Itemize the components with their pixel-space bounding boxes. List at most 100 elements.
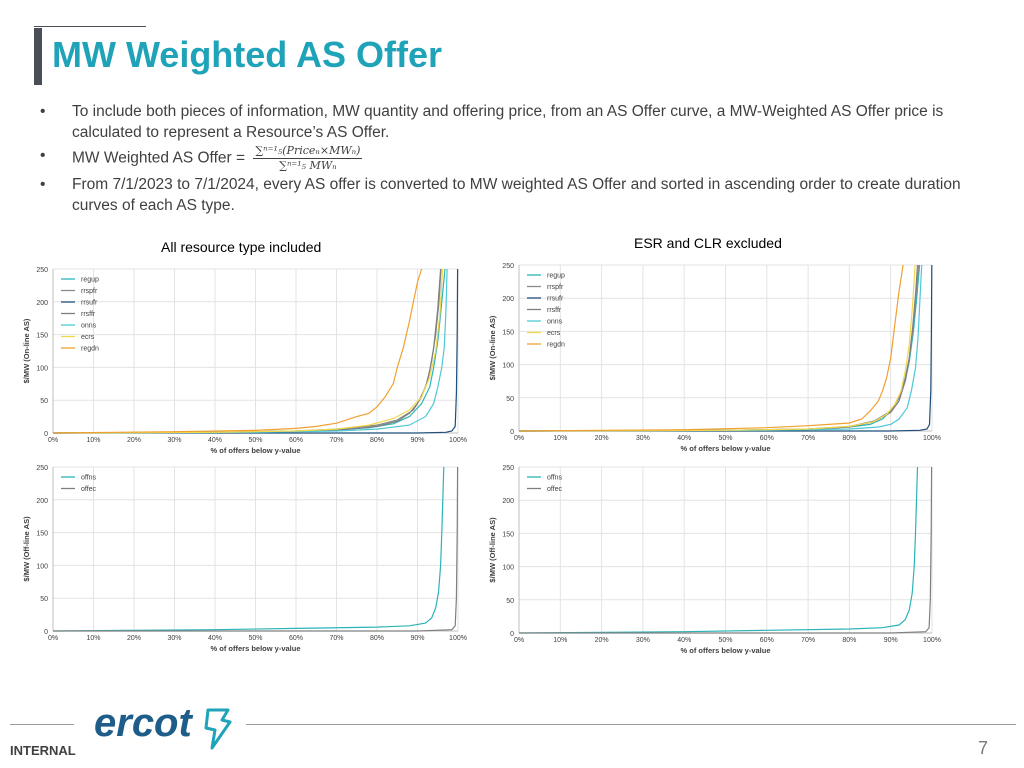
x-tick-label: 70%	[801, 637, 815, 644]
x-axis-label: % of offers below y-value	[680, 444, 770, 453]
y-tick-label: 200	[502, 498, 514, 505]
x-tick-label: 100%	[449, 635, 467, 642]
chart-svg: 0 50 100 150 200 250 0% 10% 20% 30% 40% 50% 60% 70% 80…	[488, 465, 941, 655]
x-tick-label: 10%	[553, 435, 567, 442]
x-tick-label: 60%	[760, 637, 774, 644]
y-tick-label: 100	[36, 563, 48, 570]
series-line-rrspfr	[52, 268, 442, 434]
caption-all-resources: All resource type included	[161, 239, 322, 255]
x-tick-label: 50%	[718, 435, 732, 442]
formula-numerator: ∑ⁿ⁼¹₅(Priceₙ×MWₙ)	[253, 144, 363, 159]
legend-label: onns	[81, 323, 97, 330]
y-tick-label: 150	[36, 333, 48, 340]
y-tick-label: 50	[506, 396, 514, 403]
series-line-offns	[518, 466, 919, 634]
y-axis-label: $/MW (On-line AS)	[488, 315, 497, 380]
bullet-item: • To include both pieces of information,…	[40, 101, 990, 143]
y-tick-label: 100	[502, 363, 514, 370]
x-tick-label: 100%	[923, 637, 941, 644]
bullet-list: • To include both pieces of information,…	[40, 101, 990, 218]
series-line-offec	[519, 466, 933, 634]
y-tick-label: 200	[36, 300, 48, 307]
footer-rule-right	[246, 724, 1016, 725]
logo-bolt-icon	[204, 708, 232, 750]
series-line-regup	[518, 264, 921, 432]
y-axis-label: $/MW (Off-line AS)	[488, 517, 497, 583]
x-tick-label: 90%	[410, 635, 424, 642]
series-line-ecrs	[518, 264, 916, 432]
bullet-marker: •	[40, 176, 46, 193]
series-line-rrsffr	[518, 264, 919, 432]
series-line-regdn	[52, 268, 423, 434]
series-line-offns	[52, 466, 445, 632]
x-tick-label: 10%	[553, 637, 567, 644]
footer-rule-left	[10, 724, 74, 725]
y-axis-label: $/MW (On-line AS)	[22, 318, 31, 383]
x-tick-label: 80%	[842, 435, 856, 442]
slide-title: MW Weighted AS Offer	[52, 34, 442, 75]
x-tick-label: 90%	[884, 637, 898, 644]
y-axis-label: $/MW (Off-line AS)	[22, 516, 31, 582]
y-tick-label: 200	[502, 296, 514, 303]
x-tick-label: 0%	[514, 435, 524, 442]
weighted-offer-formula: ∑ⁿ⁼¹₅(Priceₙ×MWₙ) ∑ⁿ⁼¹₅ MWₙ	[253, 144, 363, 172]
chart-online-all: 0 50 100 150 200 250 0% 10% 20% 30% 40% 50% 60% 70% 80…	[18, 262, 472, 460]
x-tick-label: 60%	[760, 435, 774, 442]
x-tick-label: 20%	[127, 635, 141, 642]
legend-label: rrsufr	[547, 296, 564, 303]
legend-label: rrspfr	[81, 288, 98, 295]
series-line-rrsffr	[52, 268, 442, 434]
legend-label: regup	[81, 277, 99, 284]
x-axis-label: % of offers below y-value	[210, 446, 300, 455]
bullet-marker: •	[40, 147, 46, 164]
chart-offline-excluded: 0 50 100 150 200 250 0% 10% 20% 30% 40% 50% 60% 70% 80…	[484, 460, 946, 660]
title-accent-bar	[34, 28, 42, 85]
series-line-rrsufr	[519, 264, 933, 432]
legend-label: rrsffr	[547, 307, 562, 314]
series-line-regup	[52, 268, 446, 434]
legend-label: offns	[547, 475, 563, 482]
legend-label: offns	[81, 475, 97, 482]
bullet-text: MW Weighted AS Offer =	[72, 149, 246, 167]
y-tick-label: 100	[502, 565, 514, 572]
y-tick-label: 0	[44, 629, 48, 636]
bullet-text: To include both pieces of information, M…	[72, 103, 944, 141]
x-tick-label: 50%	[248, 635, 262, 642]
y-tick-label: 250	[502, 465, 514, 472]
title-rule	[34, 26, 146, 27]
x-tick-label: 100%	[449, 437, 467, 444]
x-tick-label: 70%	[329, 437, 343, 444]
series-line-offec	[53, 466, 459, 632]
y-tick-label: 200	[36, 498, 48, 505]
chart-svg: 0 50 100 150 200 250 0% 10% 20% 30% 40% 50% 60% 70% 80…	[22, 267, 467, 455]
x-tick-label: 20%	[127, 437, 141, 444]
x-tick-label: 100%	[923, 435, 941, 442]
caption-esr-clr-excluded: ESR and CLR excluded	[634, 235, 782, 251]
series-line-ecrs	[52, 268, 444, 434]
x-tick-label: 50%	[248, 437, 262, 444]
bullet-marker: •	[40, 103, 46, 120]
y-tick-label: 0	[44, 431, 48, 438]
legend-label: regdn	[81, 346, 99, 353]
legend-label: ecrs	[547, 330, 561, 337]
footer-internal-label: INTERNAL	[10, 743, 76, 758]
legend-label: regdn	[547, 342, 565, 349]
x-tick-label: 60%	[289, 437, 303, 444]
x-tick-label: 30%	[636, 637, 650, 644]
page-number: 7	[978, 738, 989, 758]
chart-offline-all: 0 50 100 150 200 250 0% 10% 20% 30% 40% 50% 60% 70% 80…	[18, 460, 472, 658]
y-tick-label: 150	[502, 531, 514, 538]
series-line-regdn	[518, 264, 904, 432]
legend-label: offec	[547, 486, 563, 493]
legend-label: rrsffr	[81, 311, 96, 318]
x-tick-label: 0%	[48, 437, 58, 444]
formula-denominator: ∑ⁿ⁼¹₅ MWₙ	[279, 159, 337, 172]
legend-label: ecrs	[81, 334, 95, 341]
x-tick-label: 80%	[370, 635, 384, 642]
x-tick-label: 0%	[514, 637, 524, 644]
x-tick-label: 30%	[636, 435, 650, 442]
legend-label: offec	[81, 486, 97, 493]
legend-label: rrspfr	[547, 284, 564, 291]
x-tick-label: 20%	[595, 435, 609, 442]
x-tick-label: 90%	[884, 435, 898, 442]
